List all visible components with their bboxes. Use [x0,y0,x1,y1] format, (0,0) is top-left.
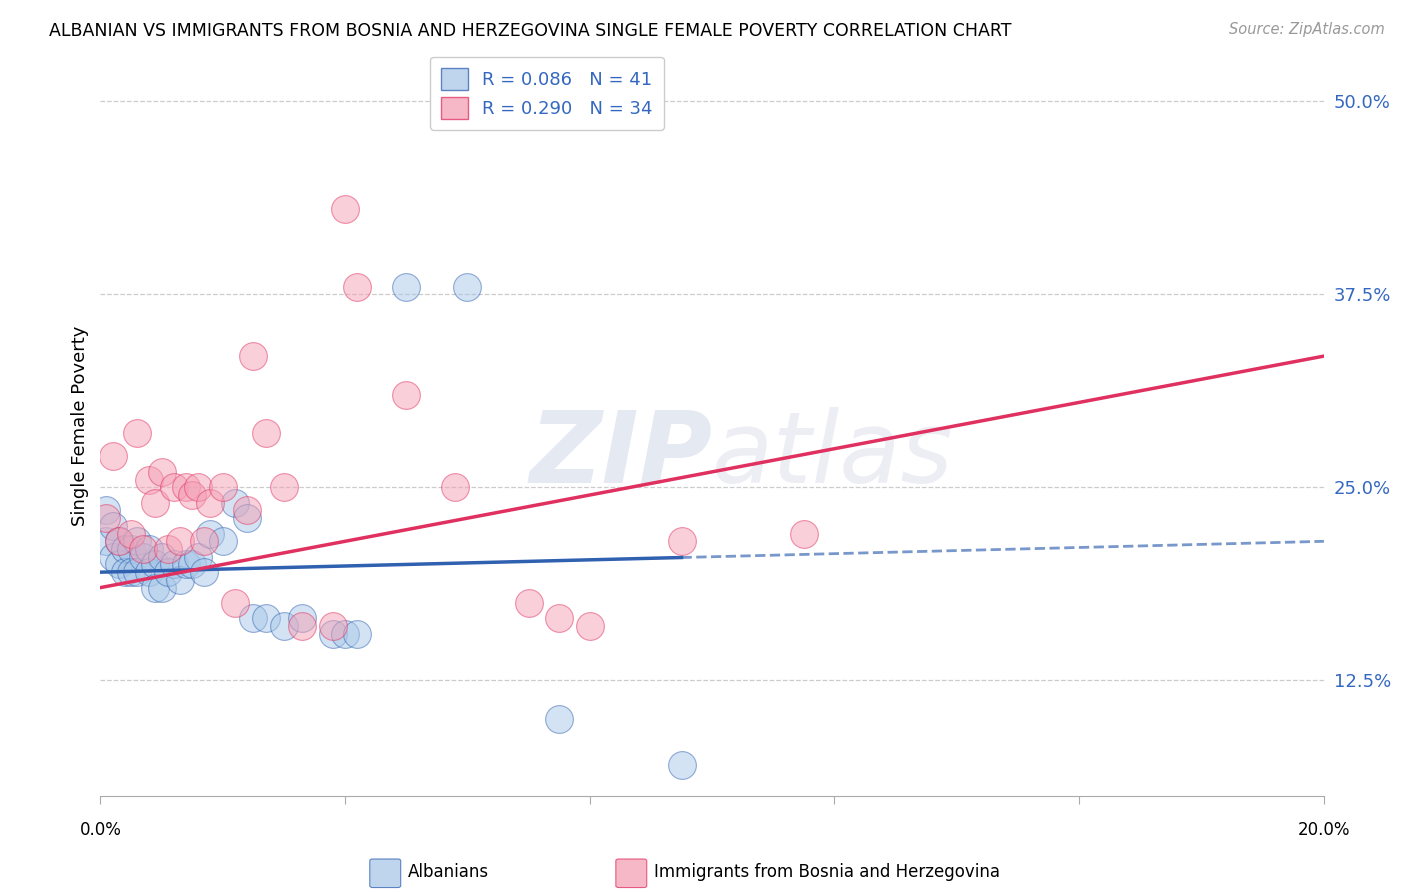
Point [145,558,167,572]
Point [187,549,209,564]
Text: 0.0%: 0.0% [79,821,121,838]
Point [114,565,136,579]
Point [125,426,148,441]
Point [236,511,259,525]
Point [242,349,264,363]
Point [242,611,264,625]
Point [193,565,215,579]
Point [156,541,179,556]
Point [671,534,693,549]
Point [96,503,118,517]
Point [236,503,259,517]
Point [120,526,142,541]
Point [333,202,356,217]
Point [273,480,295,494]
Point [125,534,148,549]
Point [200,526,222,541]
Point [145,496,167,510]
Point [132,541,155,556]
Point [138,541,160,556]
Point [174,558,197,572]
Point [444,480,467,494]
Point [273,619,295,633]
Text: Albanians: Albanians [408,863,489,881]
Point [138,565,160,579]
Point [101,549,124,564]
Text: ALBANIAN VS IMMIGRANTS FROM BOSNIA AND HERZEGOVINA SINGLE FEMALE POVERTY CORRELA: ALBANIAN VS IMMIGRANTS FROM BOSNIA AND H… [49,22,1012,40]
Point [96,534,118,549]
Point [107,534,129,549]
Point [150,465,173,479]
Point [107,534,129,549]
Point [101,519,124,533]
Text: Source: ZipAtlas.com: Source: ZipAtlas.com [1229,22,1385,37]
Y-axis label: Single Female Poverty: Single Female Poverty [72,326,89,525]
Point [322,627,344,641]
Point [120,565,142,579]
Point [138,473,160,487]
Point [163,558,186,572]
Point [101,450,124,464]
Point [114,541,136,556]
Point [211,534,233,549]
Point [254,426,277,441]
Point [200,496,222,510]
Point [193,534,215,549]
Point [156,565,179,579]
Point [548,712,571,726]
Point [169,573,191,587]
Point [395,387,418,401]
Point [548,611,571,625]
Point [187,480,209,494]
Point [517,596,540,610]
Point [671,758,693,772]
Text: Immigrants from Bosnia and Herzegovina: Immigrants from Bosnia and Herzegovina [654,863,1000,881]
Point [150,549,173,564]
Point [150,581,173,595]
Point [456,279,478,293]
Point [224,496,246,510]
Point [322,619,344,633]
Point [395,279,418,293]
Point [254,611,277,625]
Point [224,596,246,610]
Point [346,627,368,641]
Point [578,619,600,633]
Point [181,558,204,572]
Point [132,549,155,564]
Point [346,279,368,293]
Point [291,611,314,625]
Point [145,581,167,595]
Legend: R = 0.086   N = 41, R = 0.290   N = 34: R = 0.086 N = 41, R = 0.290 N = 34 [430,57,664,129]
Point [125,565,148,579]
Point [291,619,314,633]
Text: atlas: atlas [711,407,953,504]
Point [174,480,197,494]
Point [181,488,204,502]
Point [333,627,356,641]
Point [107,558,129,572]
Point [96,511,118,525]
Text: ZIP: ZIP [529,407,711,504]
Point [169,534,191,549]
Point [793,526,815,541]
Point [211,480,233,494]
Text: 20.0%: 20.0% [1298,821,1350,838]
Point [120,541,142,556]
Point [163,480,186,494]
